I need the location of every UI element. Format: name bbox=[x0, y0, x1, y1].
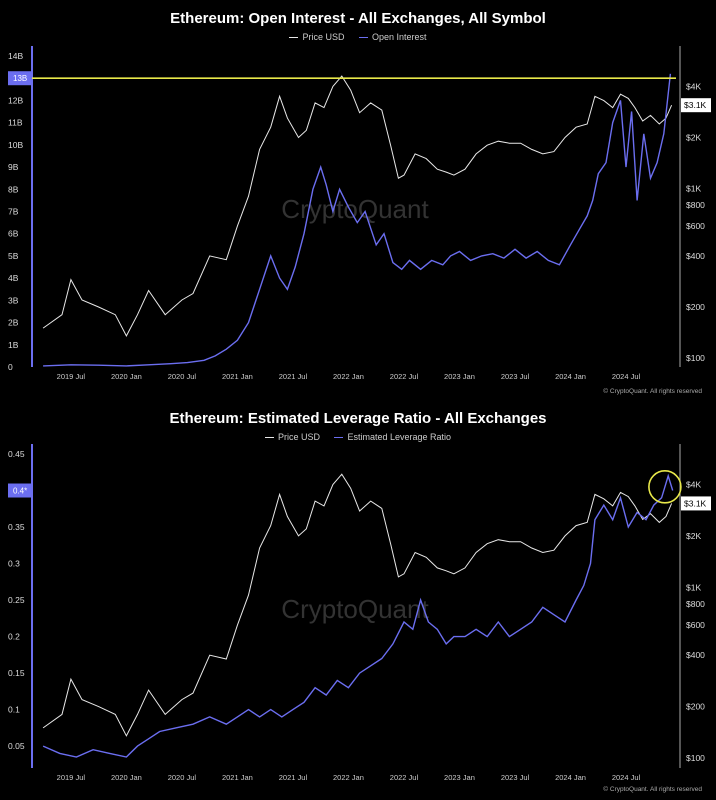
legend-label-price: Price USD bbox=[277, 432, 320, 442]
x-tick-label: 2023 Jan bbox=[444, 773, 475, 782]
legend-label-leverage-ratio: Estimated Leverage Ratio bbox=[347, 432, 452, 442]
price-tick-label: $200 bbox=[686, 302, 705, 312]
y-tick-label: 9B bbox=[8, 162, 19, 172]
x-tick-label: 2021 Jul bbox=[279, 372, 308, 381]
watermark: CryptoQuant bbox=[281, 594, 429, 624]
price-badge bbox=[681, 98, 711, 113]
y-tick-label: 14B bbox=[8, 51, 23, 61]
y-tick-label: 12B bbox=[8, 95, 23, 105]
x-tick-label: 2024 Jan bbox=[555, 773, 586, 782]
y-tick-label: 7B bbox=[8, 207, 19, 217]
price-tick-label: $800 bbox=[686, 200, 705, 210]
price-badge bbox=[681, 496, 711, 511]
price-tick-label: $100 bbox=[686, 753, 705, 763]
y-tick-label: 1B bbox=[8, 340, 19, 350]
x-tick-label: 2023 Jan bbox=[444, 372, 475, 381]
leverage-ratio-plot[interactable]: CryptoQuant 0.05 0.1 0.15 0.2 0.25 0.3 0.35 0.4… bbox=[0, 400, 716, 800]
open-interest-chart: Ethereum: Open Interest - All Exchanges,… bbox=[0, 0, 716, 400]
current-value-badge bbox=[8, 71, 32, 86]
price-badge-label: $3.1K bbox=[684, 100, 707, 110]
price-tick-label: $600 bbox=[686, 221, 705, 231]
x-tick-label: 2023 Jul bbox=[501, 773, 530, 782]
price-tick-label: $200 bbox=[686, 702, 705, 712]
x-tick-label: 2020 Jul bbox=[168, 372, 197, 381]
price-tick-label: $600 bbox=[686, 620, 705, 630]
current-value-label: 13B bbox=[13, 74, 27, 83]
chart-title: Ethereum: Open Interest - All Exchanges,… bbox=[170, 10, 546, 27]
price-tick-label: $2K bbox=[686, 531, 701, 541]
legend-item-price[interactable]: Price USD bbox=[289, 32, 344, 42]
y-tick-label: 3B bbox=[8, 295, 19, 305]
x-tick-label: 2022 Jul bbox=[390, 372, 419, 381]
x-tick-label: 2019 Jul bbox=[57, 773, 86, 782]
x-tick-label: 2022 Jan bbox=[333, 372, 364, 381]
x-tick-label: 2021 Jan bbox=[222, 773, 253, 782]
x-tick-label: 2019 Jul bbox=[57, 372, 86, 381]
x-tick-label: 2024 Jul bbox=[612, 773, 641, 782]
x-tick-label: 2022 Jul bbox=[390, 773, 419, 782]
y-tick-label: 0.15 bbox=[8, 668, 25, 678]
price-tick-label: $100 bbox=[686, 353, 705, 363]
leverage-ratio-chart: Ethereum: Estimated Leverage Ratio - All… bbox=[0, 400, 716, 800]
x-tick-label: 2020 Jul bbox=[168, 773, 197, 782]
price-tick-label: $1K bbox=[686, 183, 701, 193]
y-tick-label: 0.2 bbox=[8, 632, 20, 642]
y-tick-label: 0.25 bbox=[8, 595, 25, 605]
y-tick-label: 4B bbox=[8, 273, 19, 283]
x-tick-label: 2021 Jul bbox=[279, 773, 308, 782]
price-tick-label: $400 bbox=[686, 650, 705, 660]
highlight-circle bbox=[648, 470, 682, 504]
chart-legend: Price USD Open Interest bbox=[0, 32, 716, 42]
leverage-ratio-line bbox=[42, 473, 674, 758]
x-tick-label: 2023 Jul bbox=[501, 372, 530, 381]
legend-item-leverage-ratio[interactable]: Estimated Leverage Ratio bbox=[334, 432, 451, 442]
y-tick-label: 2B bbox=[8, 318, 19, 328]
legend-label-price: Price USD bbox=[302, 32, 345, 42]
price-tick-label: $2K bbox=[686, 132, 701, 142]
y-tick-label: 0.1 bbox=[8, 705, 20, 715]
copyright-text: © CryptoQuant. All rights reserved bbox=[603, 786, 702, 793]
legend-item-open-interest[interactable]: Open Interest bbox=[358, 32, 427, 42]
copyright-text: © CryptoQuant. All rights reserved bbox=[603, 388, 702, 395]
price-tick-label: $4K bbox=[686, 81, 701, 91]
x-tick-label: 2024 Jan bbox=[555, 372, 586, 381]
y-tick-label: 0 bbox=[8, 362, 13, 372]
y-tick-label: 11B bbox=[8, 118, 23, 128]
y-tick-label: 0.45 bbox=[8, 449, 25, 459]
y-tick-label: 6B bbox=[8, 229, 19, 239]
x-tick-label: 2022 Jan bbox=[333, 773, 364, 782]
legend-swatch-leverage-ratio bbox=[334, 437, 344, 439]
y-tick-label: 0.3 bbox=[8, 559, 20, 569]
chart-title: Ethereum: Estimated Leverage Ratio - All… bbox=[169, 410, 547, 427]
y-tick-label: 0.35 bbox=[8, 522, 25, 532]
x-tick-label: 2024 Jul bbox=[612, 372, 641, 381]
legend-swatch-price bbox=[264, 437, 274, 439]
price-tick-label: $400 bbox=[686, 251, 705, 261]
price-tick-label: $800 bbox=[686, 599, 705, 609]
legend-item-price[interactable]: Price USD bbox=[264, 432, 320, 442]
price-series-line bbox=[42, 75, 673, 337]
y-tick-label: 5B bbox=[8, 251, 19, 261]
chart-legend: Price USD Estimated Leverage Ratio bbox=[0, 432, 716, 442]
y-tick-label: 8B bbox=[8, 184, 19, 194]
current-value-label: 0.4* bbox=[13, 487, 27, 496]
x-tick-label: 2021 Jan bbox=[222, 372, 253, 381]
legend-swatch-price bbox=[289, 37, 299, 39]
open-interest-plot[interactable]: CryptoQuant 01B2B3B4B5B6B7B8B9B10B11B12B… bbox=[0, 0, 716, 400]
y-tick-label: 0.05 bbox=[8, 741, 25, 751]
price-badge-label: $3.1K bbox=[684, 498, 707, 508]
price-series-line bbox=[42, 473, 673, 737]
current-value-badge bbox=[8, 483, 32, 498]
open-interest-line bbox=[43, 73, 672, 367]
price-tick-label: $1K bbox=[686, 582, 701, 592]
x-tick-label: 2020 Jan bbox=[111, 773, 142, 782]
y-tick-label: 10B bbox=[8, 140, 23, 150]
x-tick-label: 2020 Jan bbox=[111, 372, 142, 381]
legend-label-open-interest: Open Interest bbox=[371, 32, 427, 42]
price-tick-label: $4K bbox=[686, 480, 701, 490]
legend-swatch-open-interest bbox=[358, 37, 368, 39]
